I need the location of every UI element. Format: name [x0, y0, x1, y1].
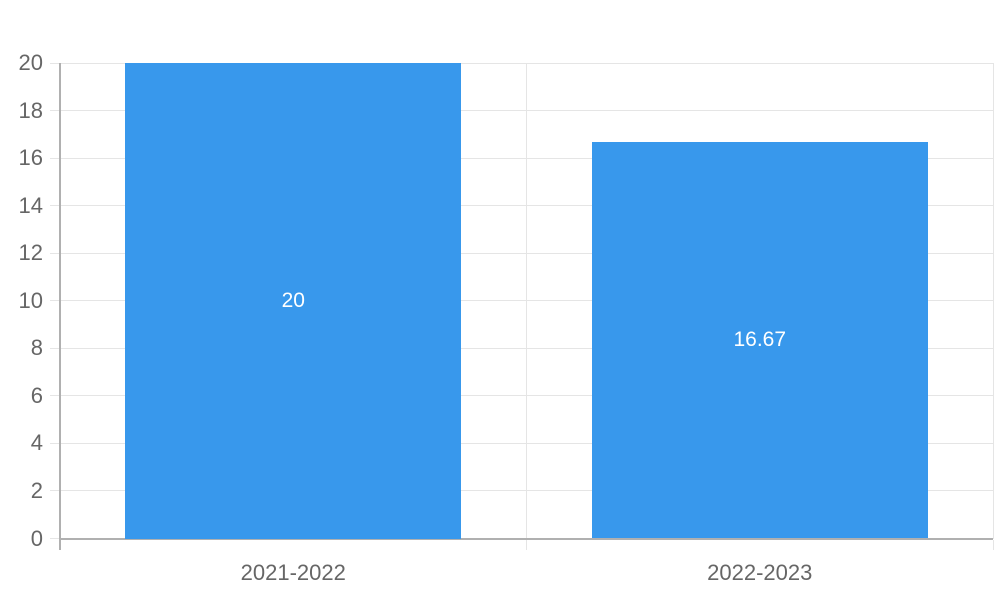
y-tick-mark	[50, 395, 60, 397]
y-tick-label: 4	[30, 430, 43, 456]
bar-value-label: 20	[281, 288, 305, 312]
y-tick-label: 8	[30, 335, 43, 361]
y-tick-mark	[50, 347, 60, 349]
bar[interactable]	[125, 63, 462, 539]
y-tick-mark	[50, 252, 60, 254]
y-tick-mark	[50, 490, 60, 492]
y-tick-label: 10	[18, 287, 43, 313]
y-tick-mark	[50, 442, 60, 444]
bar-value-label: 16.67	[733, 328, 787, 352]
y-tick-label: 6	[30, 382, 43, 408]
bar[interactable]	[591, 142, 928, 539]
y-tick-mark	[50, 157, 60, 159]
gridline-x	[526, 63, 527, 539]
y-tick-label: 14	[18, 192, 43, 218]
y-tick-label: 16	[18, 145, 43, 171]
y-tick-mark	[50, 205, 60, 207]
x-tick-label: 2021-2022	[240, 559, 346, 585]
x-axis-line	[60, 538, 993, 540]
x-tick-mark	[992, 539, 994, 550]
y-tick-label: 20	[18, 50, 43, 75]
y-tick-label: 12	[18, 240, 43, 266]
y-tick-label: 0	[30, 525, 43, 551]
y-tick-label: 2	[30, 477, 43, 503]
y-tick-mark	[50, 110, 60, 112]
x-tick-mark	[526, 539, 527, 550]
x-tick-label: 2022-2023	[707, 559, 813, 585]
y-tick-mark	[50, 538, 60, 539]
y-axis-line	[59, 63, 61, 550]
gridline-x	[992, 63, 994, 539]
y-tick-mark	[50, 300, 60, 302]
y-tick-mark	[50, 62, 60, 64]
y-tick-label: 18	[18, 97, 43, 123]
